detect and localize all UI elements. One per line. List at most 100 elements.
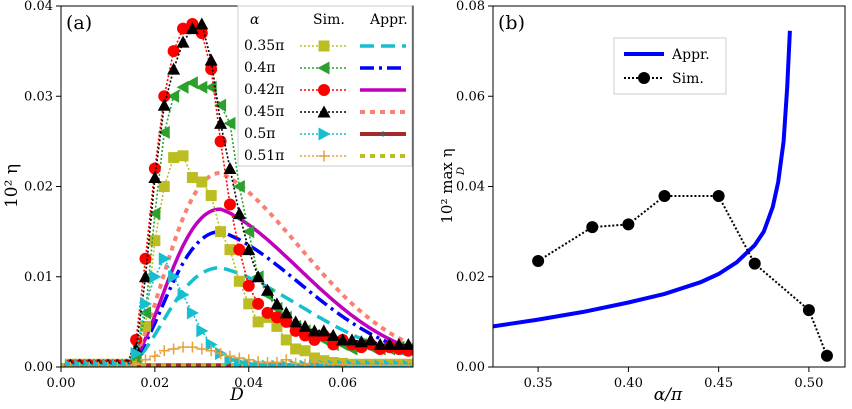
panel-a-ytick-label: 0.03 (24, 89, 53, 104)
sim-point (327, 358, 339, 367)
sim-point (232, 207, 246, 220)
sim-point (337, 358, 349, 367)
sim-point (223, 116, 236, 130)
sim-point (355, 359, 367, 367)
panel-a-ticks: 0.00 0.02 0.04 0.06 0.00 0.01 0.02 0.03 0.04 (24, 0, 357, 391)
sim-point (270, 297, 284, 310)
sim-point (205, 337, 218, 351)
sim-point (261, 306, 274, 319)
sim-point (215, 347, 227, 359)
sim-point (336, 333, 350, 346)
panel-b-label: (b) (498, 12, 525, 34)
sim-point (270, 311, 283, 324)
sim-point (223, 198, 236, 211)
sim-point (139, 252, 152, 265)
sim-point (138, 270, 152, 283)
sim-point (205, 63, 218, 76)
sim-point (299, 329, 312, 342)
sim-point (83, 361, 95, 367)
sim-point (289, 324, 302, 337)
panel-b-sim-point (658, 189, 671, 202)
legend-appr-point (380, 131, 386, 137)
appr-curve-0 (61, 265, 412, 367)
legend-row-label: 0.42π (244, 82, 284, 98)
sim-point (401, 337, 413, 350)
sim-point (149, 235, 161, 247)
sim-point (186, 341, 198, 353)
panel-a-xtick-label: 0.00 (47, 376, 76, 391)
panel-b-ytick-label: 0.04 (456, 180, 485, 195)
sim-point (299, 358, 311, 367)
sim-point (299, 345, 311, 357)
sim-point (158, 181, 170, 192)
panel-a-legend: α Sim. Appr. 0.35π 0.4π 0.42π 0.45π 0.5π 0.51… (237, 5, 413, 167)
panel-a-ytick-label: 0.01 (24, 270, 53, 285)
legend-sim-marker (317, 61, 330, 75)
sim-point (168, 343, 180, 355)
legend-col-alpha: α (250, 12, 260, 28)
sim-point (224, 350, 236, 362)
sim-point (158, 345, 170, 357)
sim-point (308, 356, 320, 367)
sim-point (308, 333, 321, 346)
sim-point (232, 180, 245, 193)
panel-b-sim-point (622, 218, 635, 231)
sim-point (251, 270, 265, 283)
sim-point (149, 350, 161, 362)
sim-point (374, 359, 386, 367)
sim-point (280, 334, 292, 346)
sim-point (223, 161, 237, 174)
sim-point (214, 116, 228, 129)
sim-point (186, 171, 198, 183)
panel-a-xtick-label: 0.02 (140, 376, 169, 391)
panel-b-ticks: 0.35 0.40 0.45 0.50 0.00 0.02 0.04 0.06 0.08 (456, 0, 823, 391)
sim-point (102, 361, 114, 367)
panel-a-xtick-label: 0.04 (234, 376, 263, 391)
sim-point (130, 358, 142, 367)
panel-b-legend: Appr. Sim. (613, 37, 727, 95)
sim-point (271, 320, 283, 332)
legend-sim-marker (317, 105, 331, 118)
sim-point (185, 22, 199, 35)
panel-b-sim-point (820, 349, 833, 362)
panel-a-legend-rows: 0.35π 0.4π 0.42π 0.45π 0.5π 0.51π (244, 38, 406, 164)
panel-b-legend-box (613, 37, 727, 95)
legend-row-label: 0.35π (244, 38, 284, 54)
sim-point (167, 45, 180, 58)
sim-point (345, 333, 359, 346)
sim-point (195, 17, 209, 30)
sim-point (290, 357, 302, 367)
sim-point (177, 150, 189, 162)
panel-b-sim-point (748, 257, 761, 270)
sim-point (205, 190, 217, 202)
panel-b-ytick-label: 0.06 (456, 89, 485, 104)
sim-point (402, 359, 413, 367)
sim-point (111, 361, 123, 367)
sim-point (93, 361, 105, 367)
sim-point (354, 335, 368, 348)
sim-point (176, 80, 189, 94)
panel-b-sim-point (532, 254, 545, 267)
panel-b-sim-line (537, 195, 828, 357)
sim-point (139, 354, 151, 366)
sim-point (157, 98, 171, 111)
sim-point (280, 315, 293, 328)
panel-b-sim-point (712, 189, 725, 202)
sim-point (233, 352, 245, 364)
sim-point (233, 243, 246, 256)
sim-point (196, 324, 209, 338)
sim-point (148, 170, 162, 183)
sim-point (242, 279, 255, 292)
legend-col-appr: Appr. (369, 12, 408, 28)
panel-b-xtick-label: 0.35 (524, 376, 553, 391)
sim-point (243, 298, 255, 310)
sim-point (233, 275, 245, 287)
sim-point (196, 343, 208, 355)
sim-point (393, 359, 405, 367)
sim-point (364, 333, 378, 346)
panel-b-ylabel: 10² max η (438, 148, 456, 223)
sim-point (252, 297, 265, 310)
sim-point (177, 288, 190, 302)
sim-point (139, 297, 152, 311)
